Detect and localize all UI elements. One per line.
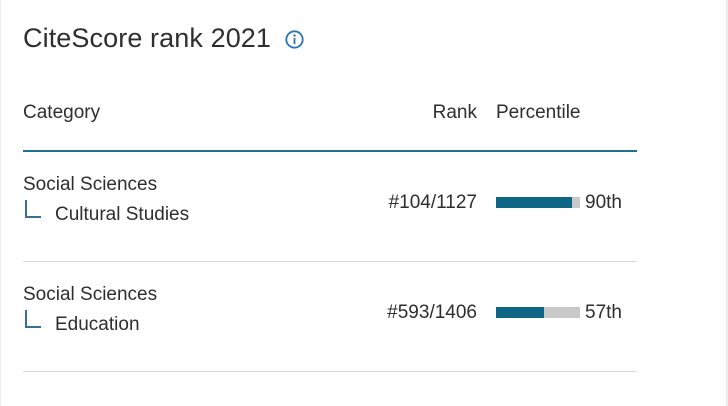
- subcategory: Cultural Studies: [55, 204, 190, 225]
- parent-category: Social Sciences: [23, 174, 158, 195]
- table-header: Category Rank Percentile: [23, 100, 637, 130]
- percentile-label: 90th: [585, 192, 622, 213]
- rank-value: #104/1127: [388, 192, 477, 213]
- card-title: CiteScore rank 2021: [23, 22, 272, 53]
- title-row: CiteScore rank 2021: [23, 18, 304, 58]
- header-divider: [23, 150, 637, 152]
- parent-category: Social Sciences: [23, 284, 158, 305]
- subcategory: Education: [55, 314, 140, 335]
- column-header-percentile: Percentile: [496, 102, 581, 123]
- row-divider: [23, 371, 637, 372]
- column-header-category: Category: [23, 102, 101, 123]
- subcategory-connector-icon: [25, 310, 41, 328]
- row-divider: [23, 261, 637, 262]
- percentile-label: 57th: [585, 302, 622, 323]
- percentile-bar: [496, 197, 580, 208]
- subcategory-connector-icon: [25, 200, 41, 218]
- percentile-bar-fill: [496, 307, 544, 318]
- card-edge: [726, 0, 728, 406]
- percentile-bar-fill: [496, 197, 572, 208]
- rank-value: #593/1406: [387, 302, 477, 323]
- table-row: Social Sciences Cultural Studies #104/11…: [23, 152, 637, 262]
- info-icon[interactable]: [285, 30, 304, 49]
- column-header-rank: Rank: [432, 102, 477, 123]
- percentile-bar: [496, 307, 580, 318]
- table-row: Social Sciences Education #593/1406 57th: [23, 262, 637, 372]
